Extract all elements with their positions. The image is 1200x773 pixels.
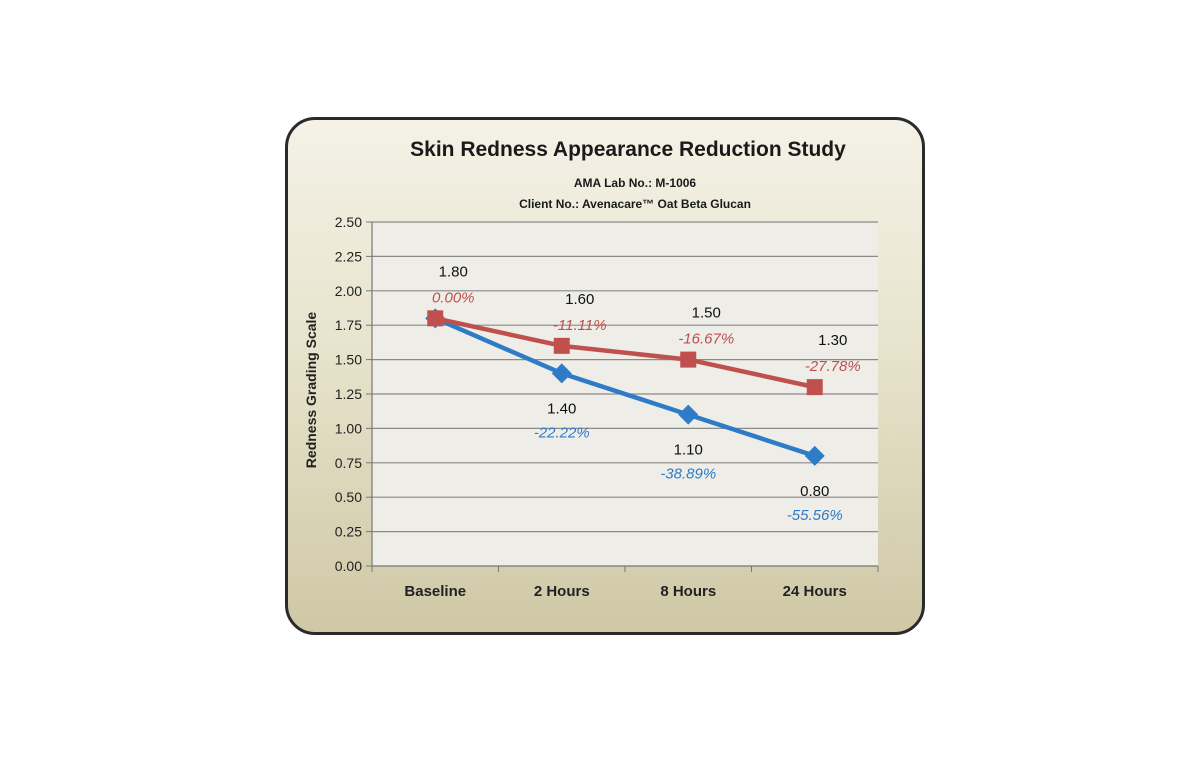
data-percent-label: -11.11% xyxy=(553,317,607,334)
data-percent-label: -22.22% xyxy=(534,424,590,441)
square-marker xyxy=(680,351,697,368)
data-labels: 1.80 0.00% 1.60 -11.11% 1.50 -16.67% 1.30 -27.7… xyxy=(432,263,861,524)
y-tick-label: 1.25 xyxy=(335,386,362,402)
square-marker xyxy=(427,310,444,327)
x-tick-label: Baseline xyxy=(404,583,466,600)
chart-frame: Skin Redness Appearance Reduction Study … xyxy=(285,117,925,635)
square-marker xyxy=(806,379,823,396)
chart-subtitle-client-no: Client No.: Avenacare™ Oat Beta Glucan xyxy=(519,197,751,211)
data-value-label: 1.80 xyxy=(439,263,468,280)
axes: 0.00 0.25 0.50 0.75 1.00 1.25 1.50 1.75 2.00 2.25… xyxy=(335,214,879,600)
y-tick-label: 2.00 xyxy=(335,283,362,299)
x-tick-label: 8 Hours xyxy=(660,583,716,600)
y-tick-label: 2.50 xyxy=(335,214,362,230)
data-percent-label: -27.78% xyxy=(805,358,861,375)
data-value-label: 1.30 xyxy=(818,332,847,349)
chart-title: Skin Redness Appearance Reduction Study xyxy=(410,138,846,161)
data-value-label: 0.80 xyxy=(800,483,829,500)
y-tick-label: 2.25 xyxy=(335,248,362,264)
series-line xyxy=(434,316,816,390)
y-tick-label: 1.00 xyxy=(335,420,362,436)
y-tick-label: 0.75 xyxy=(335,455,362,471)
data-percent-label: -16.67% xyxy=(678,331,734,348)
y-tick-label: 1.50 xyxy=(335,352,362,368)
square-marker xyxy=(553,337,570,354)
data-value-label: 1.10 xyxy=(674,442,703,459)
y-axis-label: Redness Grading Scale xyxy=(303,312,319,469)
y-tick-label: 1.75 xyxy=(335,317,362,333)
chart-svg: Skin Redness Appearance Reduction Study … xyxy=(303,138,879,600)
y-tick-label: 0.00 xyxy=(335,558,362,574)
diamond-marker xyxy=(678,404,699,425)
x-tick-label: 24 Hours xyxy=(783,583,847,600)
series-line xyxy=(434,316,816,459)
data-value-label: 1.50 xyxy=(692,305,721,322)
diamond-marker xyxy=(551,363,572,384)
data-value-label: 1.60 xyxy=(565,291,594,308)
y-tick-label: 0.50 xyxy=(335,489,362,505)
data-percent-label: 0.00% xyxy=(432,289,475,306)
data-percent-label: -55.56% xyxy=(787,507,843,524)
data-percent-label: -38.89% xyxy=(660,466,716,483)
diamond-marker xyxy=(804,445,825,466)
chart-subtitle-lab-no: AMA Lab No.: M-1006 xyxy=(574,176,697,190)
data-value-label: 1.40 xyxy=(547,400,576,417)
series-layer xyxy=(425,308,825,466)
x-tick-label: 2 Hours xyxy=(534,583,590,600)
y-tick-label: 0.25 xyxy=(335,524,362,540)
gridlines xyxy=(372,221,878,533)
